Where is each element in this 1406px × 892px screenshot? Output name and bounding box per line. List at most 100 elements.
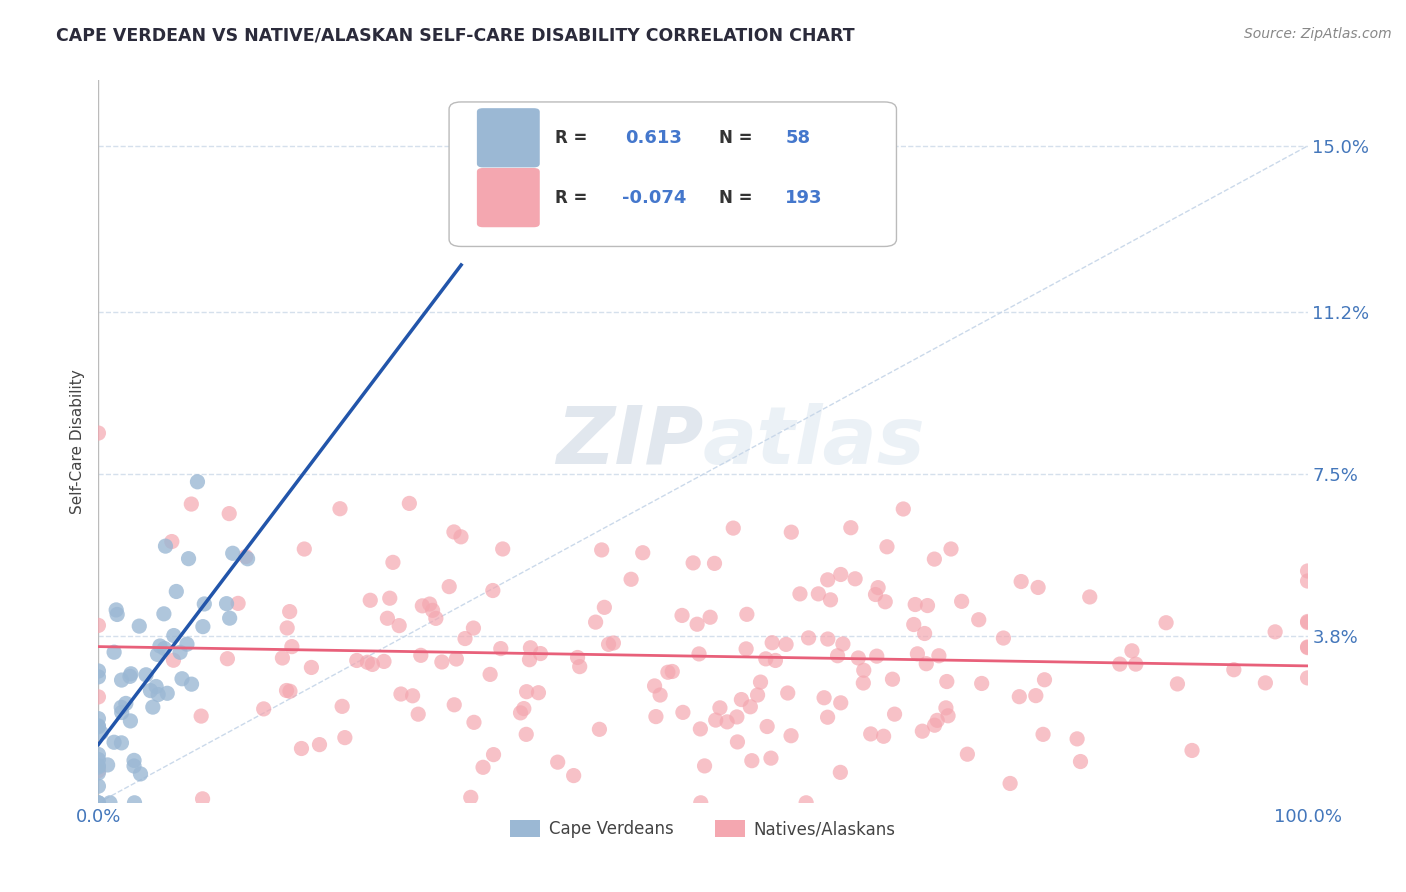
Point — [90, 725, 112, 739]
Point — [87, 753, 110, 767]
Point — [401, 689, 423, 703]
Point — [593, 600, 616, 615]
Point — [253, 702, 276, 716]
Point — [928, 648, 950, 663]
Point — [217, 651, 239, 665]
Point — [292, 542, 315, 557]
Point — [443, 698, 465, 712]
Point — [876, 540, 898, 554]
Point — [479, 667, 502, 681]
Point — [839, 521, 862, 535]
Point — [907, 647, 929, 661]
Point — [689, 796, 711, 810]
Text: CAPE VERDEAN VS NATIVE/ALASKAN SELF-CARE DISABILITY CORRELATION CHART: CAPE VERDEAN VS NATIVE/ALASKAN SELF-CARE… — [56, 27, 855, 45]
Point — [87, 618, 110, 632]
Point — [1223, 663, 1246, 677]
Point — [388, 618, 411, 632]
Point — [87, 766, 110, 780]
Text: 193: 193 — [785, 188, 823, 207]
Point — [1181, 743, 1204, 757]
Point — [425, 611, 447, 625]
Legend: Cape Verdeans, Natives/Alaskans: Cape Verdeans, Natives/Alaskans — [503, 814, 903, 845]
Point — [124, 796, 146, 810]
Point — [924, 552, 946, 566]
Point — [1254, 676, 1277, 690]
Point — [160, 534, 183, 549]
Point — [761, 636, 783, 650]
Text: N =: N = — [718, 188, 752, 207]
Point — [735, 641, 758, 656]
Point — [956, 747, 979, 762]
Point — [882, 672, 904, 686]
Point — [903, 617, 925, 632]
Point — [865, 587, 887, 601]
Point — [914, 626, 936, 640]
Point — [915, 657, 938, 671]
Point — [87, 764, 110, 778]
Point — [509, 706, 531, 720]
Point — [716, 714, 738, 729]
Point — [191, 792, 214, 806]
Point — [844, 572, 866, 586]
Point — [703, 557, 725, 571]
Point — [276, 683, 298, 698]
Point — [236, 551, 259, 566]
Point — [103, 735, 125, 749]
Point — [389, 687, 412, 701]
Point — [1066, 731, 1088, 746]
Point — [437, 580, 460, 594]
Point — [1296, 640, 1319, 654]
Point — [446, 652, 468, 666]
Point — [832, 637, 855, 651]
Point — [688, 647, 710, 661]
Point — [176, 637, 198, 651]
Point — [122, 753, 145, 767]
Text: Source: ZipAtlas.com: Source: ZipAtlas.com — [1244, 27, 1392, 41]
Point — [1026, 581, 1049, 595]
Text: N =: N = — [718, 128, 752, 147]
Point — [939, 541, 962, 556]
Point — [620, 572, 643, 586]
Point — [460, 790, 482, 805]
Point — [780, 729, 803, 743]
Point — [1078, 590, 1101, 604]
Point — [271, 651, 294, 665]
Point — [149, 639, 172, 653]
Point — [361, 657, 384, 672]
Point — [1025, 689, 1047, 703]
Point — [381, 555, 404, 569]
Point — [813, 690, 835, 705]
Point — [866, 649, 889, 664]
Point — [359, 593, 381, 607]
Point — [807, 587, 830, 601]
Point — [87, 712, 110, 726]
Point — [177, 551, 200, 566]
Point — [87, 758, 110, 772]
Point — [567, 650, 589, 665]
Point — [875, 595, 897, 609]
Point — [129, 767, 152, 781]
Point — [911, 724, 934, 739]
Point — [377, 611, 399, 625]
Point — [120, 714, 142, 728]
Point — [105, 603, 128, 617]
Point — [215, 597, 238, 611]
FancyBboxPatch shape — [449, 102, 897, 246]
Point — [682, 556, 704, 570]
Y-axis label: Self-Care Disability: Self-Care Disability — [69, 369, 84, 514]
Point — [924, 718, 946, 732]
Point — [87, 425, 110, 440]
Point — [817, 710, 839, 724]
Point — [1121, 644, 1143, 658]
Point — [756, 719, 779, 733]
Point — [998, 776, 1021, 790]
Point — [276, 621, 298, 635]
Point — [852, 676, 875, 690]
Text: R =: R = — [555, 188, 588, 207]
Point — [516, 684, 538, 698]
Point — [378, 591, 401, 606]
Point — [704, 713, 727, 727]
Point — [709, 701, 731, 715]
Point — [222, 546, 245, 560]
Point — [87, 664, 110, 678]
